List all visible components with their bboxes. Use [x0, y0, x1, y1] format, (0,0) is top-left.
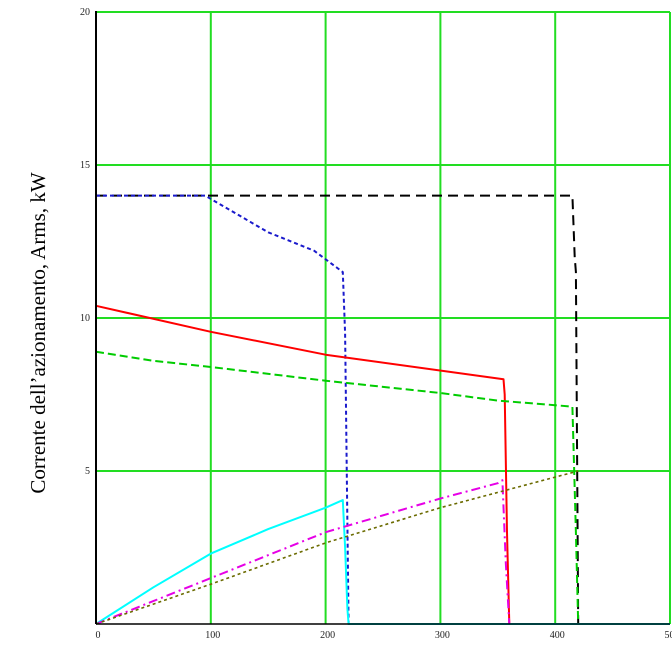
series-line-1 [96, 194, 670, 625]
series-group [95, 194, 670, 625]
series-line-2 [96, 194, 351, 625]
series-line-3 [95, 304, 511, 625]
y-tick-label: 10 [80, 313, 90, 324]
series-line-7 [95, 470, 579, 625]
series-line-4 [95, 350, 670, 625]
axes [95, 11, 670, 625]
series-line-6 [95, 479, 511, 625]
x-tick-label: 100 [205, 630, 220, 641]
y-tick-label: 15 [80, 160, 90, 171]
y-tick-label: 20 [80, 7, 90, 18]
x-tick-label: 500 [665, 630, 672, 641]
x-tick-label: 200 [320, 630, 335, 641]
x-tick-label: 0 [96, 630, 101, 641]
y-axis-label: Corrente dell’azionamento, Arms, kW [26, 172, 50, 493]
x-tick-label: 400 [550, 630, 565, 641]
x-tick-label: 300 [435, 630, 450, 641]
tick-labels: 0 100 200 300 400 500 5 10 15 20 [80, 7, 672, 641]
grid [96, 11, 671, 624]
y-tick-label: 5 [85, 466, 90, 477]
series-line-5 [95, 499, 670, 625]
